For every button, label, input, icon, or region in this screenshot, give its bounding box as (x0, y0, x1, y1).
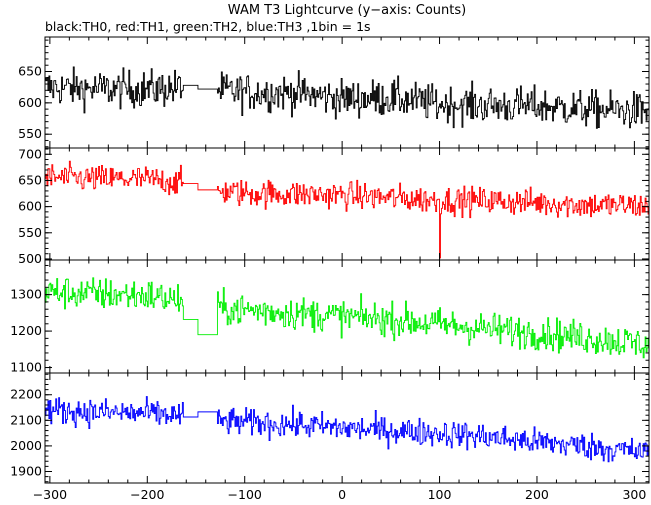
panel-0: 550 600 650 (18, 36, 650, 149)
x-tick-label: 300 (622, 487, 646, 502)
x-tick-label: 200 (525, 487, 549, 502)
x-tick-label: −200 (130, 487, 164, 502)
series-line-1 (45, 160, 649, 259)
series-line-0 (45, 66, 649, 129)
x-tick-labels: −300 −200 −100 0 100 200 300 (33, 487, 647, 502)
panel-1: 500 550 600 650 700 (18, 146, 650, 266)
x-tick-label: −300 (33, 487, 67, 502)
series-line-3 (45, 396, 649, 463)
y-tick-label: 650 (18, 172, 42, 187)
y-tick-label: 1200 (10, 323, 42, 338)
chart-title: WAM T3 Lightcurve (y−axis: Counts) (228, 3, 466, 18)
y-tick-label: 700 (18, 146, 42, 161)
y-tick-label: 1300 (10, 287, 42, 302)
panel-2: 1100 1200 1300 (10, 259, 650, 375)
chart-subtitle: black:TH0, red:TH1, green:TH2, blue:TH3 … (45, 19, 371, 34)
y-tick-label: 550 (18, 126, 42, 141)
y-tick-label: 500 (18, 251, 42, 266)
x-tick-label: 0 (338, 487, 346, 502)
panel-frame (44, 372, 650, 484)
y-tick-label: 1100 (10, 360, 42, 375)
y-tick-label: 1900 (10, 463, 42, 478)
panel-3: 1900 2000 2100 2200 (10, 372, 650, 484)
y-tick-label: 2100 (10, 412, 42, 427)
y-tick-label: 600 (18, 95, 42, 110)
panels-group: 550 600 650 500 550 600 650 700 1100 1200 1300 1900… (10, 36, 650, 484)
panel-frame (44, 259, 650, 374)
x-tick-label: 100 (428, 487, 452, 502)
y-tick-label: 2000 (10, 438, 42, 453)
y-tick-label: 550 (18, 225, 42, 240)
y-tick-label: 650 (18, 63, 42, 78)
series-line-2 (45, 277, 649, 359)
x-tick-label: −100 (228, 487, 262, 502)
y-tick-label: 600 (18, 199, 42, 214)
y-tick-label: 2200 (10, 387, 42, 402)
